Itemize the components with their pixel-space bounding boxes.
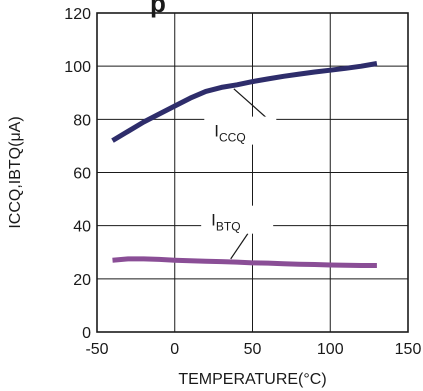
grid (97, 13, 408, 332)
x-tick-label: 0 (170, 341, 179, 358)
leader-line-ibtq (230, 233, 249, 260)
y-tick-label: 40 (73, 219, 91, 236)
annotation-base: I (211, 211, 216, 230)
plot-frame (96, 12, 409, 333)
annotation-background (201, 205, 274, 234)
annotation-background (204, 116, 277, 145)
y-axis-ticks: 0 20 40 60 80 100 120 (64, 6, 91, 342)
y-tick-label: 120 (64, 6, 91, 23)
annotation-label-1: ICCQ (214, 122, 245, 145)
y-tick-label: 60 (73, 166, 91, 183)
x-axis-label: TEMPERATURE(°C) (178, 371, 326, 388)
x-tick-label: 100 (317, 341, 344, 358)
annotation-subscript: CCQ (219, 131, 246, 145)
y-tick-label: 80 (73, 112, 91, 129)
series-line-1 (111, 61, 378, 143)
x-tick-label: 150 (395, 341, 422, 358)
x-axis-ticks: -50 0 50 100 150 (85, 341, 421, 358)
y-tick-label: 100 (64, 59, 91, 76)
annotation-leaders (230, 88, 272, 260)
series-group (111, 61, 378, 268)
annotation-label-2: IBTQ (211, 211, 240, 234)
chart-title: p (150, 0, 166, 18)
leader-line-iccq (233, 88, 272, 123)
x-tick-label: -50 (85, 341, 108, 358)
y-tick-label: 20 (73, 272, 91, 289)
annotation-base: I (214, 122, 219, 141)
series-line-2 (112, 256, 377, 268)
annotation-subscript: BTQ (216, 220, 241, 234)
y-tick-label: 0 (82, 325, 91, 342)
x-tick-label: 50 (244, 341, 262, 358)
y-axis-label: ICCQ,IBTQ(μA) (7, 116, 24, 228)
